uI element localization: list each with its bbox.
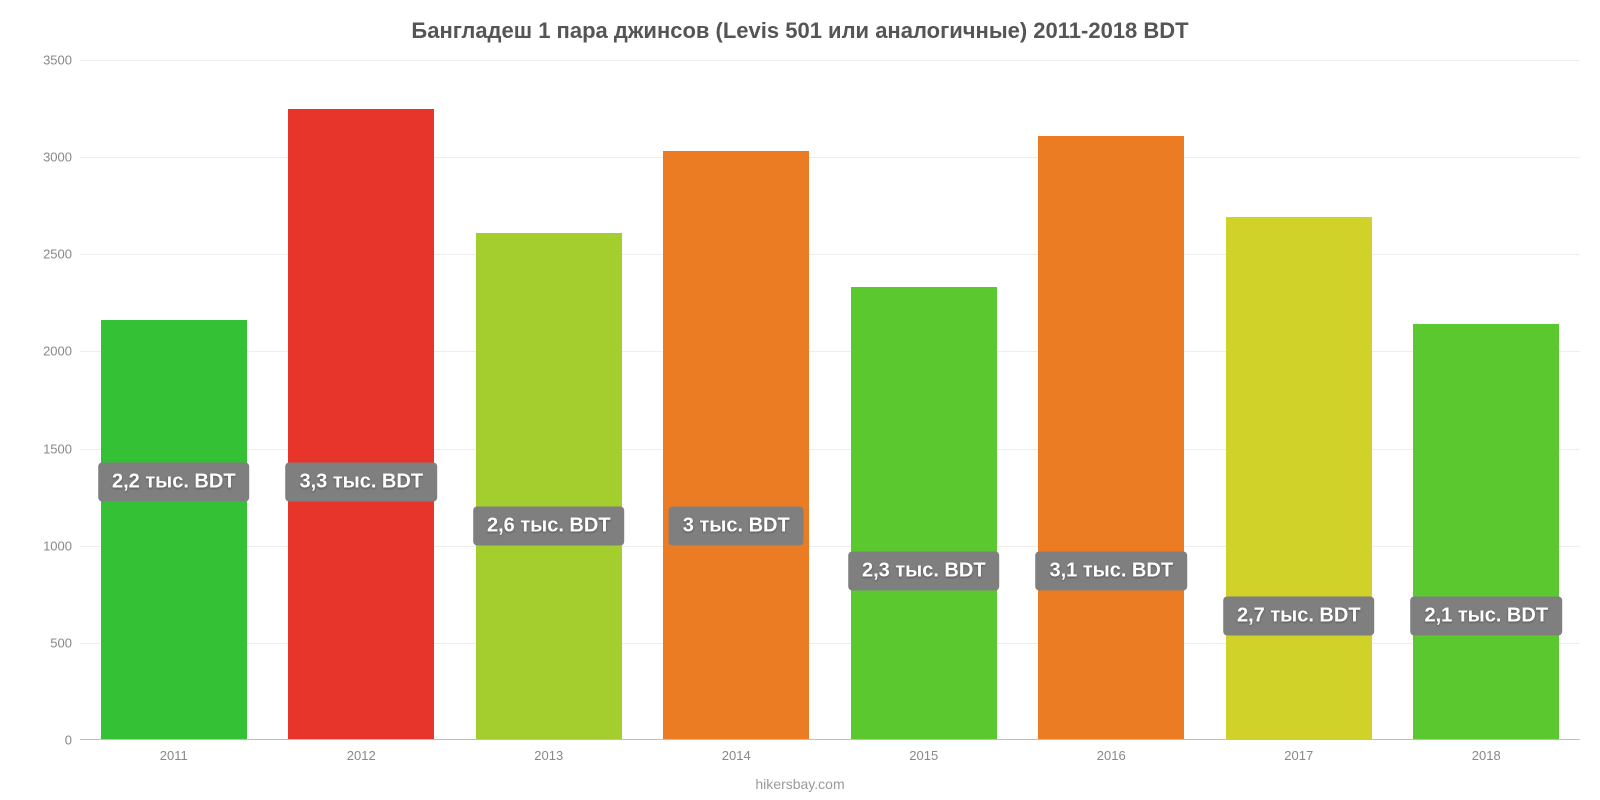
bar bbox=[663, 151, 809, 740]
x-tick-label: 2014 bbox=[722, 748, 751, 763]
x-baseline bbox=[80, 739, 1580, 740]
bar-value-label: 2,2 тыс. BDT bbox=[98, 462, 250, 501]
chart-title: Бангладеш 1 пара джинсов (Levis 501 или … bbox=[0, 18, 1600, 44]
bar-value-label: 3,3 тыс. BDT bbox=[285, 462, 437, 501]
x-tick-label: 2012 bbox=[347, 748, 376, 763]
bar bbox=[101, 320, 247, 740]
bars-layer bbox=[80, 60, 1580, 740]
y-tick-label: 500 bbox=[12, 635, 72, 650]
y-tick-label: 1500 bbox=[12, 441, 72, 456]
bar-value-label: 2,1 тыс. BDT bbox=[1410, 596, 1562, 635]
bar bbox=[851, 287, 997, 740]
x-tick-label: 2018 bbox=[1472, 748, 1501, 763]
bar-value-label: 2,3 тыс. BDT bbox=[848, 551, 1000, 590]
bar bbox=[476, 233, 622, 740]
attribution-text: hikersbay.com bbox=[0, 776, 1600, 792]
x-tick-label: 2017 bbox=[1284, 748, 1313, 763]
y-tick-label: 2000 bbox=[12, 344, 72, 359]
bar bbox=[1038, 136, 1184, 740]
bar-chart: Бангладеш 1 пара джинсов (Levis 501 или … bbox=[0, 0, 1600, 800]
x-tick-label: 2016 bbox=[1097, 748, 1126, 763]
bar bbox=[1413, 324, 1559, 740]
bar-value-label: 3 тыс. BDT bbox=[669, 507, 804, 546]
y-tick-label: 3500 bbox=[12, 53, 72, 68]
x-tick-label: 2013 bbox=[534, 748, 563, 763]
bar-value-label: 3,1 тыс. BDT bbox=[1035, 551, 1187, 590]
y-tick-label: 0 bbox=[12, 733, 72, 748]
y-tick-label: 3000 bbox=[12, 150, 72, 165]
y-tick-label: 1000 bbox=[12, 538, 72, 553]
x-tick-label: 2015 bbox=[909, 748, 938, 763]
bar-value-label: 2,6 тыс. BDT bbox=[473, 507, 625, 546]
y-tick-label: 2500 bbox=[12, 247, 72, 262]
bar bbox=[1226, 217, 1372, 740]
bar bbox=[288, 109, 434, 740]
x-tick-label: 2011 bbox=[160, 748, 188, 763]
bar-value-label: 2,7 тыс. BDT bbox=[1223, 596, 1375, 635]
plot-area bbox=[80, 60, 1580, 740]
